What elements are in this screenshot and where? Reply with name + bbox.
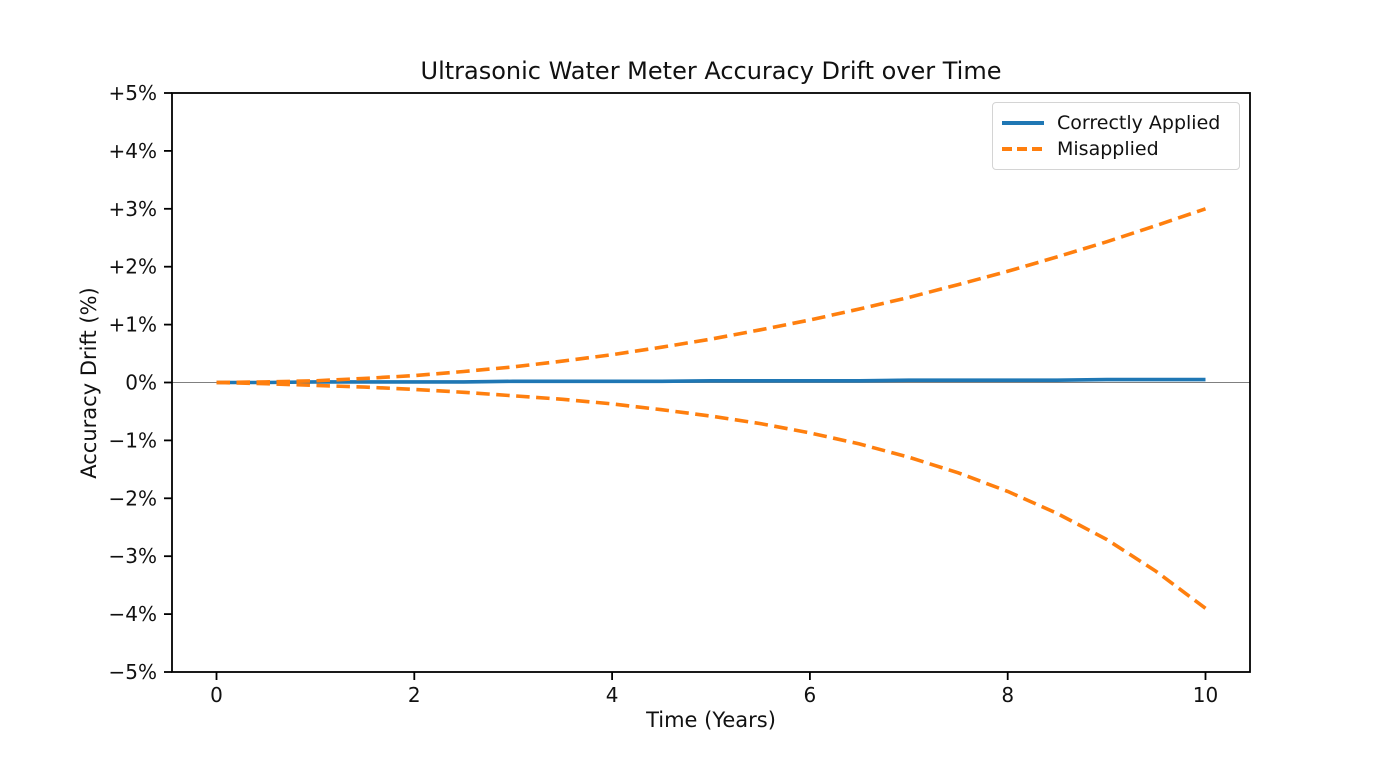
y-tick-label: +2% [109,255,158,279]
y-tick-label: −4% [109,602,158,626]
legend-entry: Correctly Applied [1001,110,1229,136]
x-tick-label: 6 [804,683,817,707]
series-line-0 [216,377,1206,385]
y-tick-label: +4% [109,139,158,163]
y-tick-label: +5% [109,81,158,105]
x-axis-label: Time (Years) [646,708,776,732]
x-tick-label: 10 [1193,683,1218,707]
y-tick-label: −3% [109,544,158,568]
chart-title: Ultrasonic Water Meter Accuracy Drift ov… [420,57,1002,85]
y-tick-label: +3% [109,197,158,221]
y-tick-label: 0% [125,371,157,395]
x-tick-label: 0 [210,683,223,707]
legend-entry: Misapplied [1001,136,1229,162]
legend-label: Correctly Applied [1057,112,1221,134]
y-axis-label: Accuracy Drift (%) [77,287,101,479]
dashed-line-sample-icon [1002,147,1044,151]
legend-label: Misapplied [1057,138,1159,160]
y-tick-label: −2% [109,486,158,510]
series-line-1 [216,207,1207,385]
y-tick-label: +1% [109,313,158,337]
x-tick-label: 4 [606,683,619,707]
y-tick-label: −1% [109,428,158,452]
series-line-2 [216,380,1207,610]
solid-line-sample-icon [1002,121,1044,125]
x-tick-label: 8 [1001,683,1014,707]
legend: Correctly Applied Misapplied [992,102,1240,170]
y-tick-label: −5% [109,660,158,684]
x-tick-label: 2 [408,683,421,707]
